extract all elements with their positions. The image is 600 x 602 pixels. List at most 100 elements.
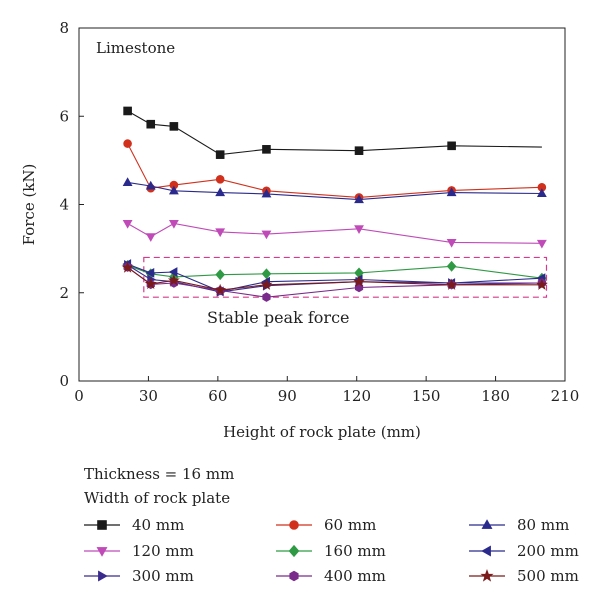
series-120-mm xyxy=(122,219,547,249)
axes-frame xyxy=(78,27,566,382)
data-point xyxy=(167,274,180,286)
x-tick-label: 60 xyxy=(208,387,227,405)
data-point xyxy=(446,260,457,272)
data-point xyxy=(353,275,366,287)
legend-item: 160 mm xyxy=(276,542,386,560)
x-tick-label: 30 xyxy=(139,387,158,405)
y-tick-label: 8 xyxy=(59,19,69,37)
series-group xyxy=(121,106,548,302)
x-axis-label: Height of rock plate (mm) xyxy=(223,423,421,441)
legend-item: 200 mm xyxy=(469,542,579,560)
stable-peak-box-group xyxy=(143,256,548,298)
data-point xyxy=(144,277,157,290)
legend-swatch-marker xyxy=(481,519,493,529)
y-tick-label: 4 xyxy=(59,196,69,214)
legend-swatch-marker xyxy=(96,547,108,557)
x-tick-label: 0 xyxy=(74,387,84,405)
stable-peak-box xyxy=(143,256,548,298)
series-line xyxy=(127,263,542,292)
data-point xyxy=(260,278,273,290)
legend-label: 40 mm xyxy=(132,516,184,534)
x-tick-label: 120 xyxy=(342,387,371,405)
data-point xyxy=(123,106,132,116)
legend-label: 60 mm xyxy=(324,516,376,534)
y-tick-label: 2 xyxy=(59,284,69,302)
series-80-mm xyxy=(122,177,547,204)
data-point xyxy=(168,185,179,195)
legend-item: 40 mm xyxy=(84,516,184,534)
data-point xyxy=(215,269,225,281)
data-point xyxy=(354,225,364,234)
data-point xyxy=(262,292,271,302)
data-point xyxy=(145,233,156,242)
data-point xyxy=(262,145,271,154)
data-point xyxy=(215,187,226,197)
legend-item: 400 mm xyxy=(276,567,386,585)
data-point xyxy=(536,239,547,249)
data-point xyxy=(145,267,155,278)
data-point xyxy=(536,188,547,197)
data-point xyxy=(214,283,227,296)
data-point xyxy=(261,230,272,240)
legend-label: 200 mm xyxy=(517,542,579,560)
x-tick-label: 180 xyxy=(481,387,510,405)
series-line xyxy=(127,181,542,201)
legend-item: 300 mm xyxy=(84,567,194,585)
data-point xyxy=(215,175,225,184)
data-point xyxy=(535,278,548,290)
y-tick-label: 0 xyxy=(59,372,69,390)
legend-label: 160 mm xyxy=(324,542,386,560)
series-line xyxy=(127,222,542,244)
data-point xyxy=(261,188,272,198)
material-annotation: Limestone xyxy=(96,39,175,57)
x-tick-label: 90 xyxy=(278,387,297,405)
legend-swatch-marker xyxy=(480,569,494,582)
data-point xyxy=(121,261,134,273)
data-point xyxy=(446,187,457,197)
legend-label: 120 mm xyxy=(132,542,194,560)
y-tick-label: 6 xyxy=(59,107,69,125)
legend-item: 60 mm xyxy=(276,516,376,534)
legend-label: 500 mm xyxy=(517,567,579,585)
series-line xyxy=(127,143,542,198)
legend-swatch-marker xyxy=(481,545,491,557)
legend-width-heading: Width of rock plate xyxy=(84,489,230,507)
x-tick-label: 210 xyxy=(551,387,580,405)
stable-peak-label: Stable peak force xyxy=(207,308,350,327)
series-500-mm xyxy=(121,261,548,296)
data-point xyxy=(215,228,226,238)
legend-label: 400 mm xyxy=(324,567,386,585)
legend-swatch-marker xyxy=(288,544,300,558)
data-point xyxy=(446,238,457,248)
legend-swatch-marker xyxy=(289,520,299,530)
legend-label: 80 mm xyxy=(517,516,569,534)
data-point xyxy=(122,219,133,229)
data-point xyxy=(168,219,179,229)
legend-swatch-marker xyxy=(98,570,108,582)
data-point xyxy=(354,194,364,204)
axis-ticks: 0 30 60 90 120 150 180 210 0 2 4 6 8 xyxy=(59,19,579,405)
series-line xyxy=(127,110,542,156)
data-point xyxy=(169,122,179,131)
data-point xyxy=(445,278,458,290)
legend: Thickness = 16 mm Width of rock plate 40… xyxy=(84,465,579,585)
data-point xyxy=(215,150,225,159)
legend-thickness-note: Thickness = 16 mm xyxy=(84,465,234,483)
legend-item: 500 mm xyxy=(469,567,579,585)
legend-label: 300 mm xyxy=(132,567,194,585)
series-40-mm xyxy=(123,106,542,159)
legend-item: 120 mm xyxy=(84,542,194,560)
data-point xyxy=(146,119,156,129)
data-point xyxy=(447,141,456,151)
data-point xyxy=(122,177,133,186)
data-point xyxy=(168,267,178,277)
legend-swatch-marker xyxy=(97,520,107,530)
series-60-mm xyxy=(123,139,547,202)
y-axis-label: Force (kN) xyxy=(20,164,38,246)
series-line xyxy=(127,264,542,279)
plot-area: 0 30 60 90 120 150 180 210 0 2 4 6 8 Limestone Stabl… xyxy=(59,19,579,405)
data-point xyxy=(145,180,156,190)
series-300-mm xyxy=(124,260,548,297)
legend-swatch-marker xyxy=(289,570,299,582)
